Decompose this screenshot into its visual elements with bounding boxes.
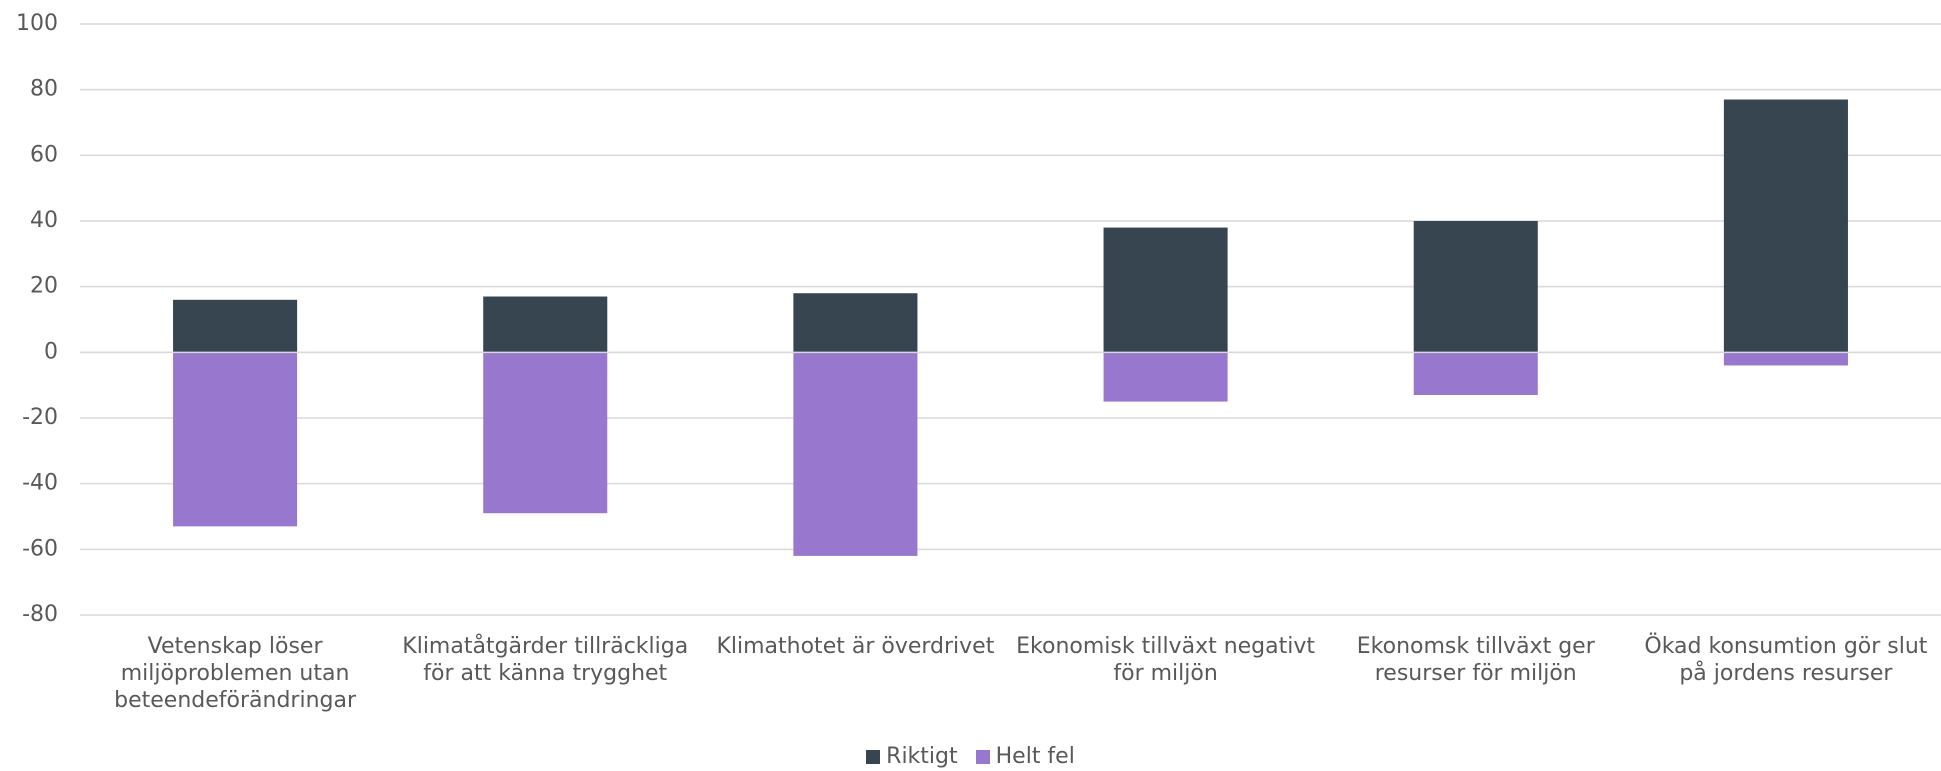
- x-tick-label: Ökad konsumtion gör slut på jordens resu…: [1644, 634, 1928, 686]
- bar: [1723, 352, 1848, 366]
- legend-swatch: [975, 749, 990, 764]
- legend-label: Helt fel: [995, 744, 1075, 769]
- y-tick-label: 60: [30, 142, 58, 167]
- y-tick-label: 0: [44, 339, 58, 364]
- bar: [1413, 221, 1538, 353]
- bar: [793, 352, 918, 556]
- y-tick-label: -40: [22, 471, 58, 496]
- x-tick-label: Ekonomisk tillväxt negativt för miljön: [1016, 634, 1316, 686]
- y-tick-label: -60: [22, 536, 58, 561]
- x-tick-label: Ekonomsk tillväxt ger resurser för miljö…: [1356, 634, 1595, 686]
- legend-label: Riktigt: [886, 744, 958, 769]
- bar: [793, 293, 918, 353]
- bar: [173, 352, 298, 527]
- legend-swatch: [866, 749, 881, 764]
- bar: [1103, 352, 1228, 402]
- x-tick-label: Klimatåtgärder tillräckliga för att känn…: [402, 634, 689, 686]
- y-tick-label: 20: [30, 274, 58, 299]
- y-tick-label: 40: [30, 208, 58, 233]
- bar: [1413, 352, 1538, 396]
- legend: Riktigt Helt fel: [0, 744, 1941, 769]
- bar: [1103, 227, 1228, 353]
- y-tick-label: 80: [30, 77, 58, 102]
- bar: [1723, 99, 1848, 353]
- y-tick-label: -20: [22, 405, 58, 430]
- x-tick-label: Klimathotet är överdrivet: [716, 634, 995, 659]
- bar: [173, 299, 298, 353]
- bar: [483, 352, 608, 514]
- y-tick-label: -80: [22, 602, 58, 627]
- legend-item: Helt fel: [975, 744, 1075, 769]
- legend-item: Riktigt: [866, 744, 958, 769]
- bar: [483, 296, 608, 353]
- y-tick-label: 100: [16, 11, 58, 36]
- x-tick-label: Vetenskap löser miljöproblemen utan bete…: [114, 634, 357, 713]
